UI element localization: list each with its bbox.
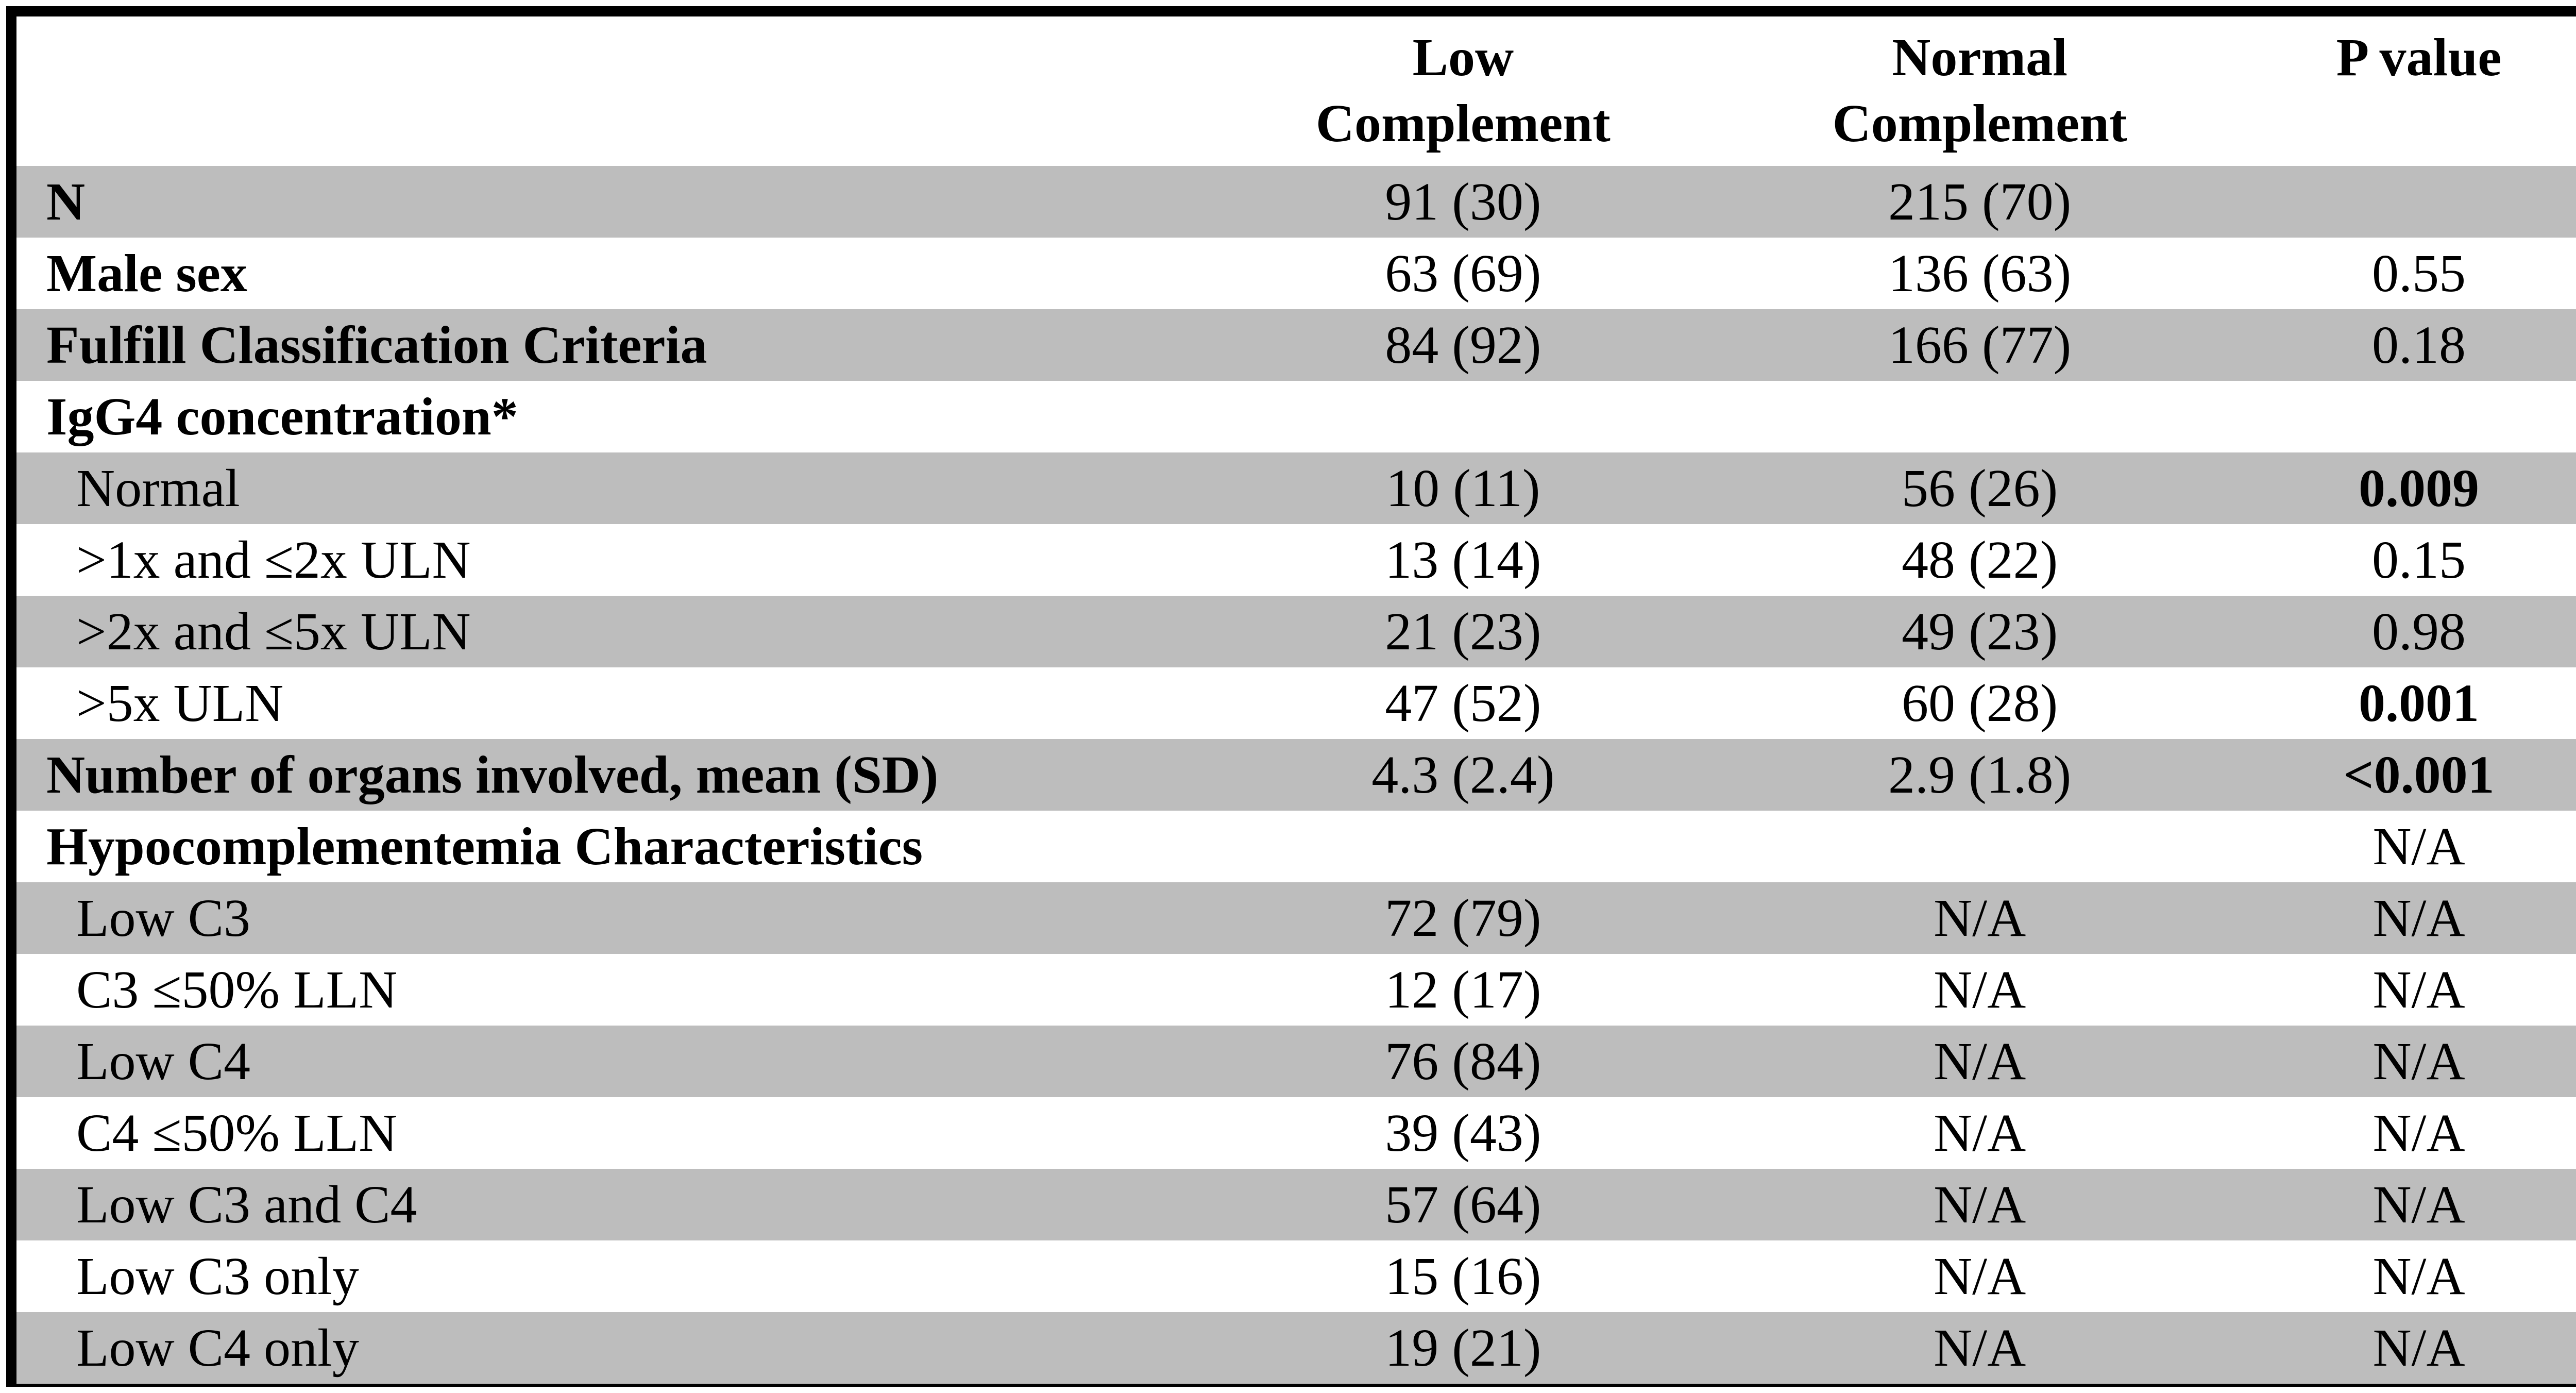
row-label-cell: >2x and ≤5x ULN: [16, 596, 1205, 667]
header-row: Low Complement Normal Complement P value: [16, 16, 2576, 166]
p-value-cell: N/A: [2238, 1312, 2576, 1384]
normal-complement-cell: N/A: [1721, 1240, 2239, 1312]
low-complement-cell: 19 (21): [1205, 1312, 1722, 1384]
p-value-cell: <0.001: [2238, 739, 2576, 811]
normal-complement-cell: N/A: [1721, 1097, 2239, 1169]
table-row: Low C4 only 19 (21) N/A N/A: [16, 1312, 2576, 1384]
normal-complement-cell: 48 (22): [1721, 524, 2239, 596]
table-row: C4 ≤50% LLN 39 (43) N/A N/A: [16, 1097, 2576, 1169]
low-complement-cell: 13 (14): [1205, 524, 1722, 596]
row-label-cell: C4 ≤50% LLN: [16, 1097, 1205, 1169]
normal-complement-cell: 166 (77): [1721, 309, 2239, 381]
row-label-cell: >5x ULN: [16, 667, 1205, 739]
header-p-value: P value: [2238, 16, 2576, 166]
normal-complement-cell: N/A: [1721, 882, 2239, 954]
p-value-cell: 0.009: [2238, 452, 2576, 524]
row-label-cell: Normal: [16, 452, 1205, 524]
table-row: Fulfill Classification Criteria 84 (92) 16…: [16, 309, 2576, 381]
low-complement-cell: 91 (30): [1205, 166, 1722, 238]
table-body: N 91 (30) 215 (70) Male sex 63 (69) 136 (63) 0…: [16, 166, 2576, 1384]
p-value-cell: 0.001: [2238, 667, 2576, 739]
normal-complement-cell: N/A: [1721, 1312, 2239, 1384]
low-complement-cell: 76 (84): [1205, 1026, 1722, 1097]
low-complement-cell: 72 (79): [1205, 882, 1722, 954]
normal-complement-cell: N/A: [1721, 954, 2239, 1026]
normal-complement-cell: 2.9 (1.8): [1721, 739, 2239, 811]
low-complement-cell: 21 (23): [1205, 596, 1722, 667]
table-row: Low C4 76 (84) N/A N/A: [16, 1026, 2576, 1097]
complement-comparison-table: Low Complement Normal Complement P value…: [16, 16, 2576, 1384]
row-label-cell: Male sex: [16, 238, 1205, 309]
p-value-cell: 0.15: [2238, 524, 2576, 596]
row-label-cell: Low C4 only: [16, 1312, 1205, 1384]
low-complement-cell: 12 (17): [1205, 954, 1722, 1026]
header-normal-complement: Normal Complement: [1721, 16, 2239, 166]
table-frame: Low Complement Normal Complement P value…: [6, 6, 2576, 1387]
normal-complement-cell: [1721, 381, 2239, 452]
row-label-cell: Low C3: [16, 882, 1205, 954]
p-value-cell: 0.98: [2238, 596, 2576, 667]
table-row: >2x and ≤5x ULN 21 (23) 49 (23) 0.98: [16, 596, 2576, 667]
row-label-cell: C3 ≤50% LLN: [16, 954, 1205, 1026]
low-complement-cell: 4.3 (2.4): [1205, 739, 1722, 811]
p-value-cell: N/A: [2238, 1097, 2576, 1169]
normal-complement-cell: 49 (23): [1721, 596, 2239, 667]
row-label-cell: >1x and ≤2x ULN: [16, 524, 1205, 596]
p-value-cell: [2238, 381, 2576, 452]
p-value-cell: N/A: [2238, 1240, 2576, 1312]
low-complement-cell: 84 (92): [1205, 309, 1722, 381]
p-value-cell: [2238, 166, 2576, 238]
table-row: C3 ≤50% LLN 12 (17) N/A N/A: [16, 954, 2576, 1026]
normal-complement-cell: 60 (28): [1721, 667, 2239, 739]
table-row: IgG4 concentration*: [16, 381, 2576, 452]
p-value-cell: 0.55: [2238, 238, 2576, 309]
low-complement-cell: 47 (52): [1205, 667, 1722, 739]
row-label-cell: Number of organs involved, mean (SD): [16, 739, 1205, 811]
row-label-cell: Low C3 and C4: [16, 1169, 1205, 1240]
row-label-cell: Hypocomplementemia Characteristics: [16, 811, 1205, 882]
header-row-label-column: [16, 16, 1205, 166]
table-row: N 91 (30) 215 (70): [16, 166, 2576, 238]
normal-complement-cell: 56 (26): [1721, 452, 2239, 524]
normal-complement-cell: 215 (70): [1721, 166, 2239, 238]
normal-complement-cell: N/A: [1721, 1169, 2239, 1240]
normal-complement-cell: 136 (63): [1721, 238, 2239, 309]
row-label-cell: Fulfill Classification Criteria: [16, 309, 1205, 381]
p-value-cell: N/A: [2238, 811, 2576, 882]
low-complement-cell: 10 (11): [1205, 452, 1722, 524]
row-label-cell: Low C4: [16, 1026, 1205, 1097]
low-complement-cell: [1205, 811, 1722, 882]
p-value-cell: N/A: [2238, 1026, 2576, 1097]
table-header: Low Complement Normal Complement P value: [16, 16, 2576, 166]
row-label-cell: Low C3 only: [16, 1240, 1205, 1312]
normal-complement-cell: N/A: [1721, 1026, 2239, 1097]
low-complement-cell: [1205, 381, 1722, 452]
low-complement-cell: 15 (16): [1205, 1240, 1722, 1312]
normal-complement-cell: [1721, 811, 2239, 882]
table-row: Low C3 and C4 57 (64) N/A N/A: [16, 1169, 2576, 1240]
low-complement-cell: 57 (64): [1205, 1169, 1722, 1240]
row-label-cell: IgG4 concentration*: [16, 381, 1205, 452]
table-row: Number of organs involved, mean (SD) 4.3 …: [16, 739, 2576, 811]
p-value-cell: 0.18: [2238, 309, 2576, 381]
table-row: Low C3 72 (79) N/A N/A: [16, 882, 2576, 954]
table-row: Male sex 63 (69) 136 (63) 0.55: [16, 238, 2576, 309]
p-value-cell: N/A: [2238, 954, 2576, 1026]
table-row: Normal 10 (11) 56 (26) 0.009: [16, 452, 2576, 524]
table-row: >1x and ≤2x ULN 13 (14) 48 (22) 0.15: [16, 524, 2576, 596]
p-value-cell: N/A: [2238, 1169, 2576, 1240]
table-row: Low C3 only 15 (16) N/A N/A: [16, 1240, 2576, 1312]
header-low-complement: Low Complement: [1205, 16, 1722, 166]
row-label-cell: N: [16, 166, 1205, 238]
low-complement-cell: 63 (69): [1205, 238, 1722, 309]
table-row: Hypocomplementemia Characteristics N/A: [16, 811, 2576, 882]
table-row: >5x ULN 47 (52) 60 (28) 0.001: [16, 667, 2576, 739]
low-complement-cell: 39 (43): [1205, 1097, 1722, 1169]
p-value-cell: N/A: [2238, 882, 2576, 954]
